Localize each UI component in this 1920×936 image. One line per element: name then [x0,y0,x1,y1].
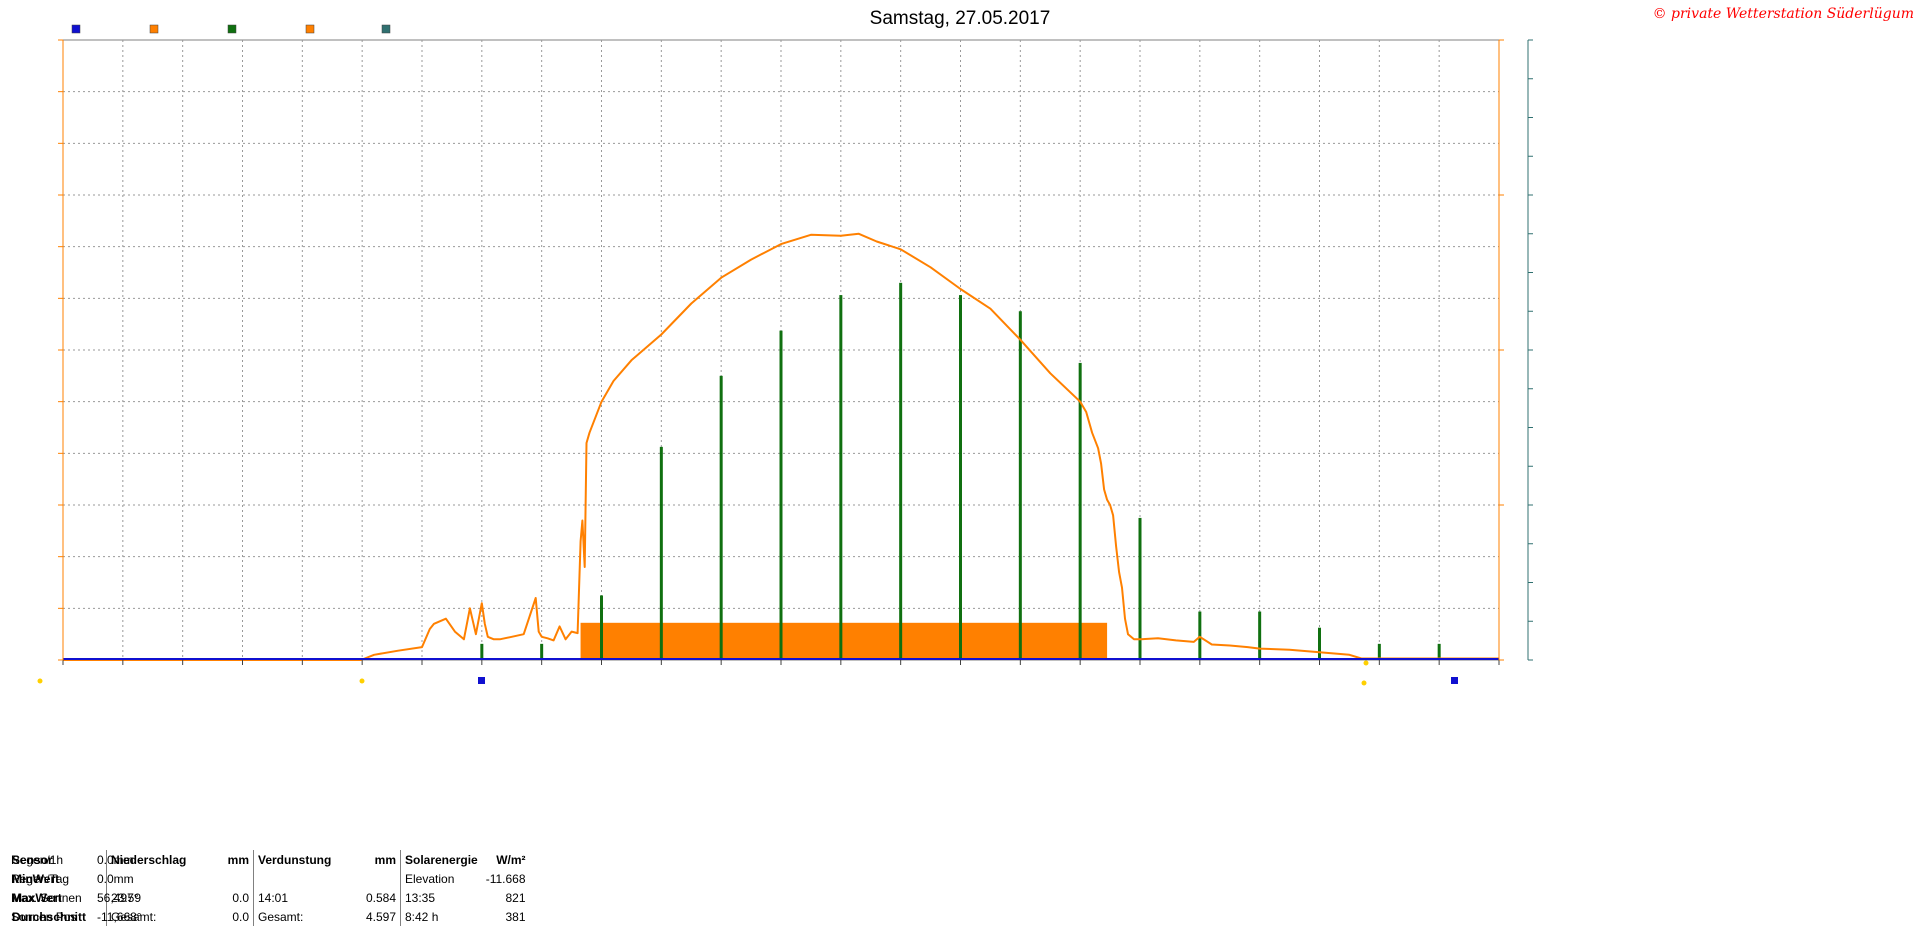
axes [58,39,1533,665]
statistics-table: Sensor Niederschlag mm Verdunstung mm So… [8,850,530,926]
cell [253,869,352,888]
table-row: Sonnen Pos -11,668° [8,907,145,926]
time-markers [37,660,1458,686]
header-verdunstung: Verdunstung [253,850,352,869]
sun-marker-icon [359,678,365,684]
sun-marker-icon [1361,680,1367,686]
weather-chart: Samstag, 27.05.2017 © private Wetterstat… [37,6,1914,686]
evaporation-bar [600,595,603,660]
header-solar: Solarenergie [399,850,482,869]
cell [352,869,401,888]
table-row: Regen/1h 0.0mm [8,850,145,869]
header-sensor: Sensor [12,852,53,867]
summary-label: Sonnen Pos [11,909,77,924]
summary-label: Regen/Tag [11,871,70,886]
evaporation-bar [899,282,903,660]
cell: Elevation [399,869,482,888]
summary-table: Regen/1h 0.0mm Regen/Tag 0.0mm Max. Sonn… [8,850,145,926]
evaporation-bar [480,643,484,660]
solar-energy-line [63,232,1499,661]
table-row: MaxWert 23:59 0.0 14:01 0.584 13:35 821 [8,888,530,907]
legend-swatch [227,24,237,34]
summary-value: 0.0mm [97,852,134,867]
cell: 23:59 [106,888,205,907]
legend-swatch [71,24,81,34]
cell: 4.597 [365,909,396,924]
statistics-panel: Sensor Niederschlag mm Verdunstung mm So… [0,848,1920,936]
row-label: Durchschnitt [12,909,87,924]
sunshine-bars [580,622,1108,660]
header-niederschlag: Niederschlag [106,850,205,869]
evaporation-bar [1078,362,1082,660]
legend [71,24,391,34]
cell: 13:35 [399,888,482,907]
summary-value: -11,668° [97,909,142,924]
legend-swatch [149,24,159,34]
header-verdunstung-unit: mm [374,852,396,867]
sun-marker-icon [37,678,43,684]
cell: 0.0 [232,890,249,905]
header-niederschlag-unit: mm [227,852,249,867]
row-label: MaxWert [12,890,62,905]
evaporation-bar [540,643,544,660]
legend-swatch [305,24,315,34]
evaporation-bar [1318,627,1321,660]
cell: 821 [505,890,526,905]
table-row: Max. Sonnen 56,497° [8,888,145,907]
evaporation-bar [719,375,723,660]
evaporation-bar [1258,611,1262,660]
evaporation-bar [1198,611,1202,660]
moon-marker-icon [478,677,485,684]
summary-value: 56,497° [97,890,139,905]
evaporation-bar [659,446,663,660]
table-row: MinWert Elevation -11.668 [8,869,530,888]
sunshine-bar [580,622,1108,660]
evaporation-bar [779,330,783,660]
row-label: MinWert [12,871,60,886]
evaporation-bar [1138,517,1142,660]
evaporation-bar [959,295,962,660]
evaporation-bar [1377,643,1381,660]
table-row: Durchschnitt Gesamt: 0.0 Gesamt: 4.597 8… [8,907,530,926]
cell [205,869,254,888]
cell: Gesamt: [253,907,352,926]
cell: 14:01 [253,888,352,907]
series-lines [63,232,1499,661]
sun-marker-icon [1363,660,1369,666]
chart-title: Samstag, 27.05.2017 [870,8,1051,29]
table-row: Regen/Tag 0.0mm [8,869,145,888]
evaporation-bar [1018,311,1022,660]
summary-label: Max. Sonnen [11,890,82,905]
header-solar-unit: W/m² [496,852,526,867]
cell: Gesamt: [106,907,205,926]
station-credit: © private Wetterstation Süderlügum [1653,6,1914,22]
cell: -11.668 [485,871,526,886]
cell: 0.584 [365,890,396,905]
cell: 0.0 [232,909,249,924]
moon-marker-icon [1451,677,1458,684]
cell [106,869,205,888]
legend-swatch [381,24,391,34]
evaporation-bar [1437,643,1441,660]
summary-label: Regen/1h [11,852,64,867]
cell: 8:42 h [399,907,482,926]
evaporation-bar [839,295,843,660]
evaporation-bars [480,282,1441,660]
summary-value: 0.0mm [97,871,134,886]
cell: 381 [505,909,526,924]
